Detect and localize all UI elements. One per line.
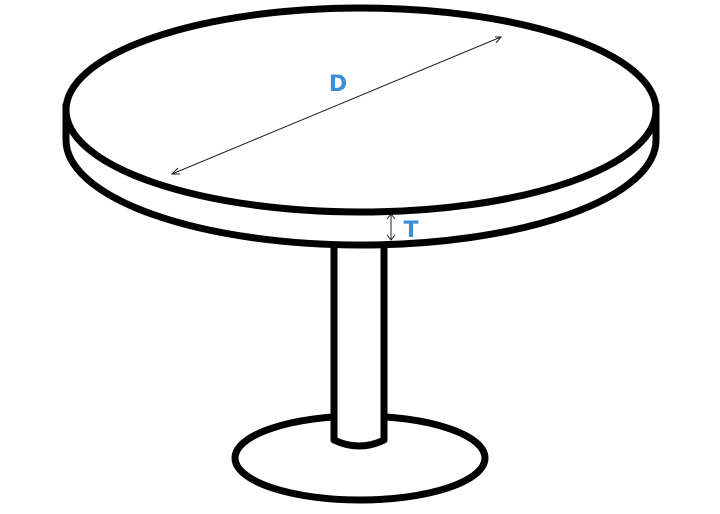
tabletop-surface <box>62 4 660 216</box>
diameter-label: D <box>329 72 347 97</box>
thickness-dimension-arrow <box>386 213 396 241</box>
diameter-dimension-line <box>170 36 503 175</box>
table-pedestal <box>330 236 388 450</box>
thickness-label: T <box>403 218 418 243</box>
